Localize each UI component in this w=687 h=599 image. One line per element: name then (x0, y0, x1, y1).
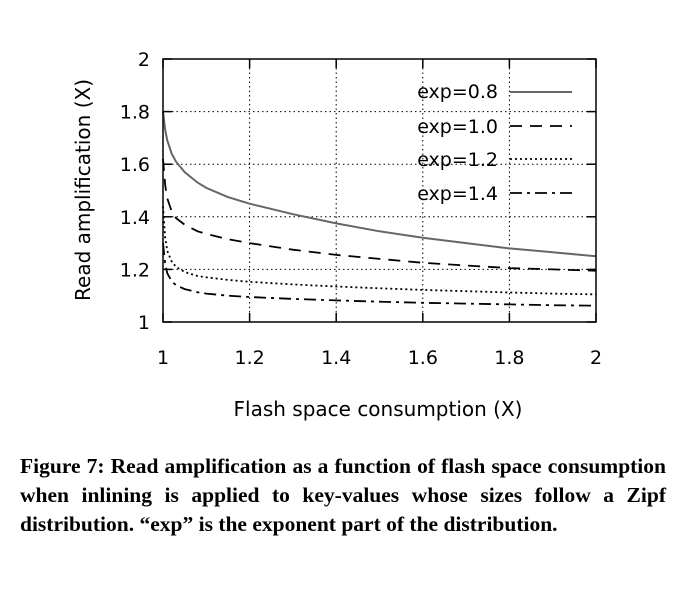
y-tick-label-4: 1.8 (120, 102, 150, 124)
x-axis-title: Flash space consumption (X) (234, 397, 523, 421)
legend-label-3: exp=1.4 (417, 183, 498, 205)
x-tick-label-3: 1.6 (408, 347, 438, 369)
legend-samples (510, 91, 572, 194)
grid (163, 59, 596, 322)
series-line-3 (162, 243, 597, 307)
plot-frame (162, 58, 597, 323)
series-line-0 (162, 111, 597, 258)
series-lines (162, 111, 597, 307)
legend-label-0: exp=0.8 (417, 81, 498, 103)
y-tick-label-3: 1.6 (120, 154, 150, 176)
legend-label-1: exp=1.0 (417, 116, 498, 138)
x-tick-label-1: 1.2 (234, 347, 264, 369)
y-axis-title: Read amplification (X) (71, 79, 95, 301)
x-tick-label-0: 1 (157, 347, 169, 369)
x-tick-label-2: 1.4 (321, 347, 351, 369)
legend-label-2: exp=1.2 (417, 149, 498, 171)
y-tick-labels: 1 1.2 1.4 1.6 1.8 2 (120, 49, 150, 334)
chart: 1 1.2 1.4 1.6 1.8 2 1 1.2 1.4 1.6 1.8 2 exp=0.8 ex… (71, 49, 602, 421)
x-tick-label-5: 2 (590, 347, 602, 369)
series-line-1 (162, 158, 597, 272)
axis-ticks (162, 58, 597, 323)
y-tick-label-2: 1.4 (120, 207, 150, 229)
y-tick-label-0: 1 (138, 312, 150, 334)
y-tick-label-5: 2 (138, 49, 150, 71)
x-tick-labels: 1 1.2 1.4 1.6 1.8 2 (157, 347, 602, 369)
y-tick-label-1: 1.2 (120, 259, 150, 281)
figure-caption: Figure 7: Read amplification as a functi… (20, 454, 666, 536)
x-tick-label-4: 1.8 (494, 347, 524, 369)
